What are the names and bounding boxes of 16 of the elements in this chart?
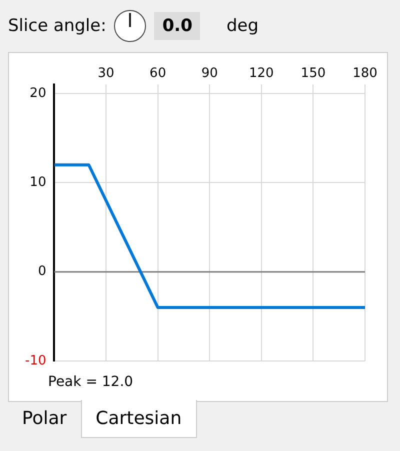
text: Polar xyxy=(21,407,68,431)
x-tick-label: 60 xyxy=(150,66,166,82)
y-tick-label: 0 xyxy=(38,264,46,280)
text: 0.0 xyxy=(162,16,192,36)
x-tick-label: 180 xyxy=(352,66,378,82)
x-tick-label: 30 xyxy=(98,66,114,82)
text: Slice angle: xyxy=(8,16,106,36)
text: Cartesian xyxy=(80,400,197,438)
x-tick-label: 90 xyxy=(201,66,218,82)
y-tick-label: 10 xyxy=(30,175,46,190)
text: Peak = 12.0 xyxy=(48,374,134,390)
x-tick-label: 120 xyxy=(248,66,274,82)
text: deg xyxy=(226,16,259,36)
y-tick-label: 20 xyxy=(30,86,46,101)
x-tick-label: 150 xyxy=(300,66,326,82)
y-tick-label: -10 xyxy=(25,353,46,368)
